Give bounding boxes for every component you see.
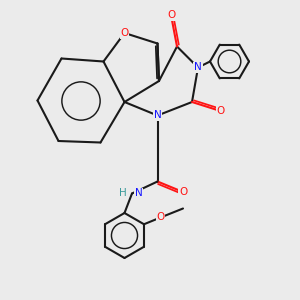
Text: O: O — [120, 28, 129, 38]
Text: N: N — [194, 62, 202, 73]
Text: O: O — [179, 187, 187, 197]
Text: O: O — [167, 10, 175, 20]
Text: H: H — [119, 188, 127, 199]
Text: O: O — [216, 106, 225, 116]
Text: N: N — [135, 188, 143, 199]
Text: O: O — [156, 212, 165, 223]
Text: N: N — [154, 110, 161, 121]
